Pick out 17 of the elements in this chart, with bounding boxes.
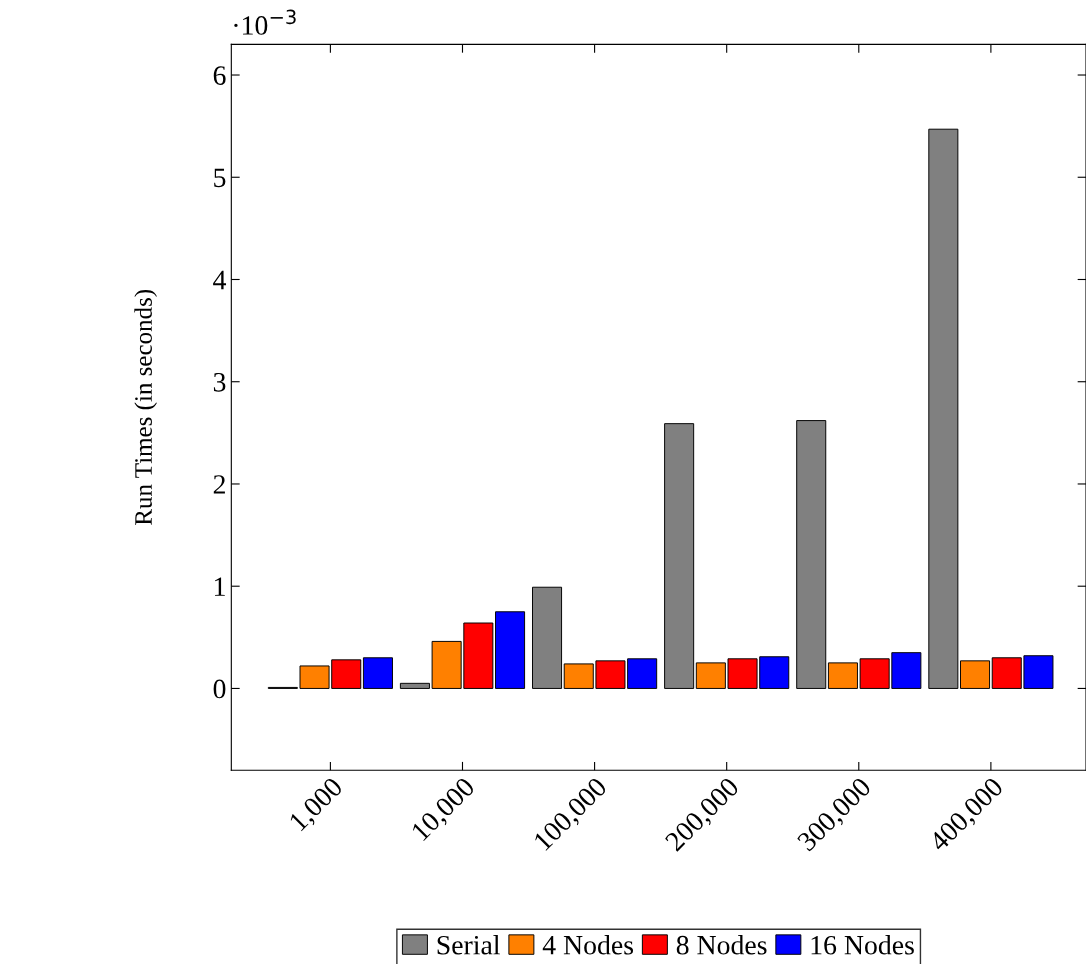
y-tick-label: 0: [213, 679, 226, 699]
text: ·10$^{−3}$: [234, 9, 296, 35]
bar: [362, 657, 393, 689]
legend-label: Serial: [437, 935, 500, 955]
y-tick-label: 4: [213, 270, 227, 290]
bar: [532, 586, 563, 689]
y-tick-label: 5: [214, 168, 226, 188]
bar: [664, 423, 695, 689]
y-tick-label: 2: [213, 475, 225, 494]
legend-label: 16 Nodes: [811, 935, 914, 955]
y-tick-label: 1: [215, 577, 225, 596]
y-tick-label: 3: [213, 372, 226, 392]
legend-label: 8 Nodes: [676, 935, 767, 955]
y-tick-label: 6: [213, 66, 226, 85]
y-axis-title: Run Times (in seconds): [134, 289, 158, 525]
bar: [796, 420, 827, 689]
legend-label: 4 Nodes: [542, 935, 634, 955]
